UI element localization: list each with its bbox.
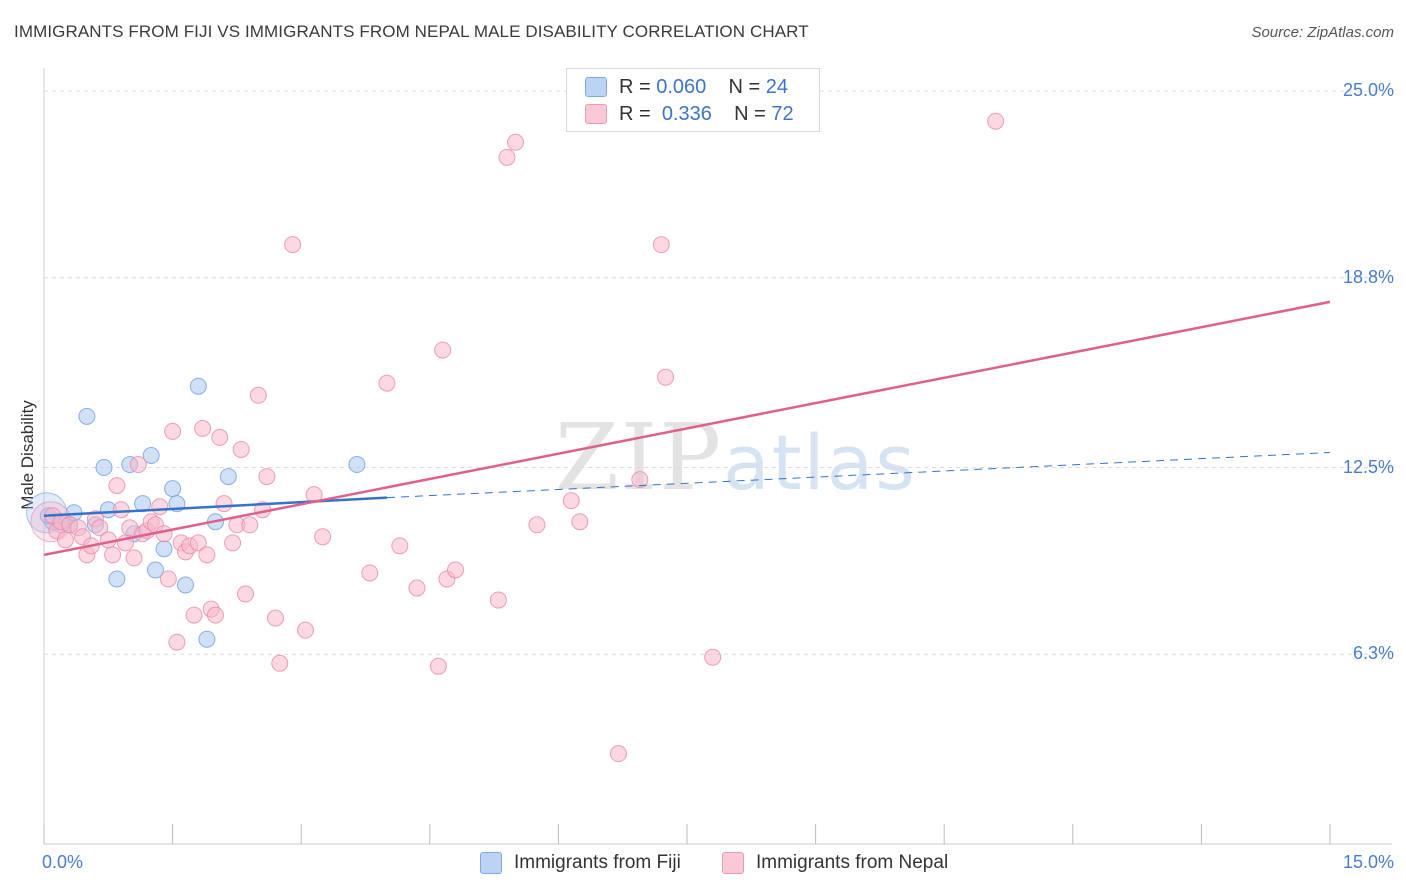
nepal-point: [610, 746, 626, 762]
nepal-point: [57, 532, 73, 548]
nepal-point: [297, 622, 313, 638]
nepal-point: [392, 538, 408, 554]
nepal-point: [169, 634, 185, 650]
nepal-point: [156, 526, 172, 542]
nepal-point: [105, 547, 121, 563]
nepal-point: [199, 547, 215, 563]
fiji-point: [165, 481, 181, 497]
fiji-r-label: R =: [619, 76, 651, 99]
legend-fiji-swatch: [480, 852, 502, 874]
nepal-point: [272, 655, 288, 671]
nepal-trend-line: [44, 302, 1330, 555]
nepal-point: [237, 586, 253, 602]
stats-row-nepal: R = 0.336 N = 72: [585, 102, 794, 126]
nepal-point: [207, 607, 223, 623]
nepal-point: [100, 532, 116, 548]
nepal-point: [572, 514, 588, 530]
stats-row-fiji: R = 0.060 N = 24: [585, 75, 788, 99]
nepal-point: [529, 517, 545, 533]
legend-item-nepal: Immigrants from Nepal: [722, 852, 948, 874]
nepal-point: [448, 562, 464, 578]
plot-area: [0, 0, 1406, 892]
nepal-point: [195, 420, 211, 436]
nepal-point: [988, 113, 1004, 129]
nepal-point: [160, 571, 176, 587]
nepal-point: [250, 387, 266, 403]
fiji-swatch: [585, 77, 607, 97]
nepal-point: [259, 469, 275, 485]
y-tick-label-1: 12.5%: [1343, 457, 1394, 478]
fiji-point: [96, 460, 112, 476]
nepal-point: [212, 429, 228, 445]
fiji-r-value: 0.060: [656, 76, 706, 99]
fiji-point: [349, 457, 365, 473]
nepal-point: [490, 592, 506, 608]
nepal-swatch: [585, 104, 607, 124]
nepal-point: [653, 237, 669, 253]
nepal-point: [186, 607, 202, 623]
fiji-n-label: N =: [729, 76, 761, 99]
y-tick-label-0: 6.3%: [1353, 643, 1394, 664]
nepal-n-label: N =: [734, 103, 766, 126]
nepal-point: [113, 502, 129, 518]
nepal-n-value: 72: [771, 103, 793, 126]
nepal-point: [379, 375, 395, 391]
stats-legend: R = 0.060 N = 24 R = 0.336 N = 72: [566, 68, 820, 132]
nepal-point: [165, 423, 181, 439]
fiji-point: [199, 631, 215, 647]
fiji-point: [156, 541, 172, 557]
fiji-point: [79, 408, 95, 424]
nepal-point: [658, 369, 674, 385]
nepal-point: [233, 441, 249, 457]
nepal-point: [430, 658, 446, 674]
fiji-point: [109, 571, 125, 587]
legend-item-fiji: Immigrants from Fiji: [480, 852, 681, 874]
legend-fiji-label: Immigrants from Fiji: [514, 852, 681, 874]
y-tick-label-2: 18.8%: [1343, 267, 1394, 288]
legend-nepal-label: Immigrants from Nepal: [756, 852, 948, 874]
nepal-point: [126, 550, 142, 566]
nepal-point: [362, 565, 378, 581]
fiji-trend-line: [44, 498, 387, 516]
nepal-point: [216, 496, 232, 512]
nepal-point: [267, 610, 283, 626]
nepal-r-label: R =: [619, 103, 651, 126]
fiji-point: [220, 469, 236, 485]
nepal-point: [508, 134, 524, 150]
nepal-point: [435, 342, 451, 358]
series-legend: Immigrants from Fiji Immigrants from Nep…: [0, 850, 1406, 880]
fiji-n-value: 24: [766, 76, 788, 99]
nepal-r-value: 0.336: [662, 103, 712, 126]
nepal-point: [109, 478, 125, 494]
fiji-point: [190, 378, 206, 394]
nepal-point: [285, 237, 301, 253]
fiji-point: [177, 577, 193, 593]
legend-nepal-swatch: [722, 852, 744, 874]
nepal-point: [152, 499, 168, 515]
nepal-point: [130, 457, 146, 473]
nepal-point: [563, 493, 579, 509]
nepal-point: [315, 529, 331, 545]
nepal-point: [242, 517, 258, 533]
nepal-point: [409, 580, 425, 596]
y-tick-label-3: 25.0%: [1343, 80, 1394, 101]
nepal-point: [499, 149, 515, 165]
nepal-point: [225, 535, 241, 551]
nepal-point: [705, 649, 721, 665]
